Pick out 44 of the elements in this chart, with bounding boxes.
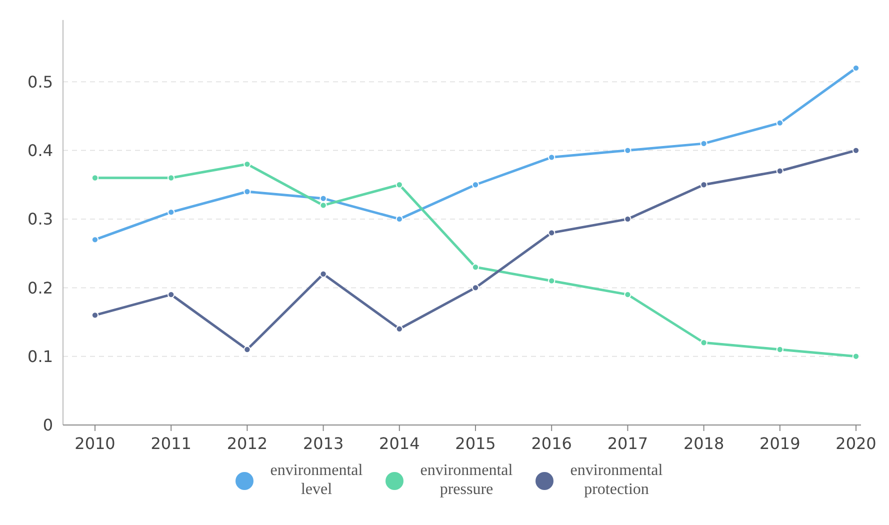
point — [320, 270, 327, 278]
point — [548, 229, 556, 236]
point — [168, 174, 175, 182]
point — [168, 208, 175, 216]
x-tick-label: 2013 — [302, 434, 344, 453]
x-tick-label: 2018 — [683, 434, 724, 453]
point — [244, 346, 251, 354]
x-tick-label: 2020 — [836, 434, 876, 453]
point — [396, 325, 403, 332]
x-tick-label: 2014 — [379, 434, 420, 453]
point — [700, 181, 708, 188]
x-tick-label: 2011 — [150, 434, 192, 453]
point — [320, 194, 327, 202]
x-tick-label: 2019 — [760, 434, 800, 453]
legend-label: environmental protection — [570, 462, 664, 498]
point — [91, 174, 99, 182]
point — [776, 167, 784, 175]
x-tick-label: 2017 — [607, 434, 648, 453]
y-tick-label: 0 — [42, 416, 53, 435]
x-tick-label: 2016 — [531, 434, 572, 453]
y-tick-label: 0.2 — [28, 278, 53, 298]
point — [852, 352, 860, 360]
point — [91, 312, 99, 319]
x-tick-label: 2015 — [455, 434, 496, 453]
y-tick-label: 0.3 — [28, 210, 53, 229]
point — [244, 188, 251, 196]
point — [472, 181, 480, 188]
point — [472, 264, 480, 271]
point — [700, 339, 708, 346]
point — [244, 160, 251, 168]
legend-label: environmental pressure — [420, 462, 514, 498]
point — [548, 277, 556, 284]
point — [91, 236, 99, 244]
legend-label: environmental level — [270, 462, 364, 498]
point — [396, 181, 403, 188]
point — [548, 154, 556, 161]
point — [472, 284, 480, 292]
y-tick-label: 0.1 — [28, 346, 53, 366]
x-tick-label: 2010 — [74, 434, 116, 453]
x-tick-label: 2012 — [226, 434, 268, 453]
point — [320, 202, 327, 209]
y-tick-label: 0.5 — [28, 72, 53, 92]
point — [776, 346, 784, 354]
y-tick-label: 0.4 — [28, 141, 53, 160]
